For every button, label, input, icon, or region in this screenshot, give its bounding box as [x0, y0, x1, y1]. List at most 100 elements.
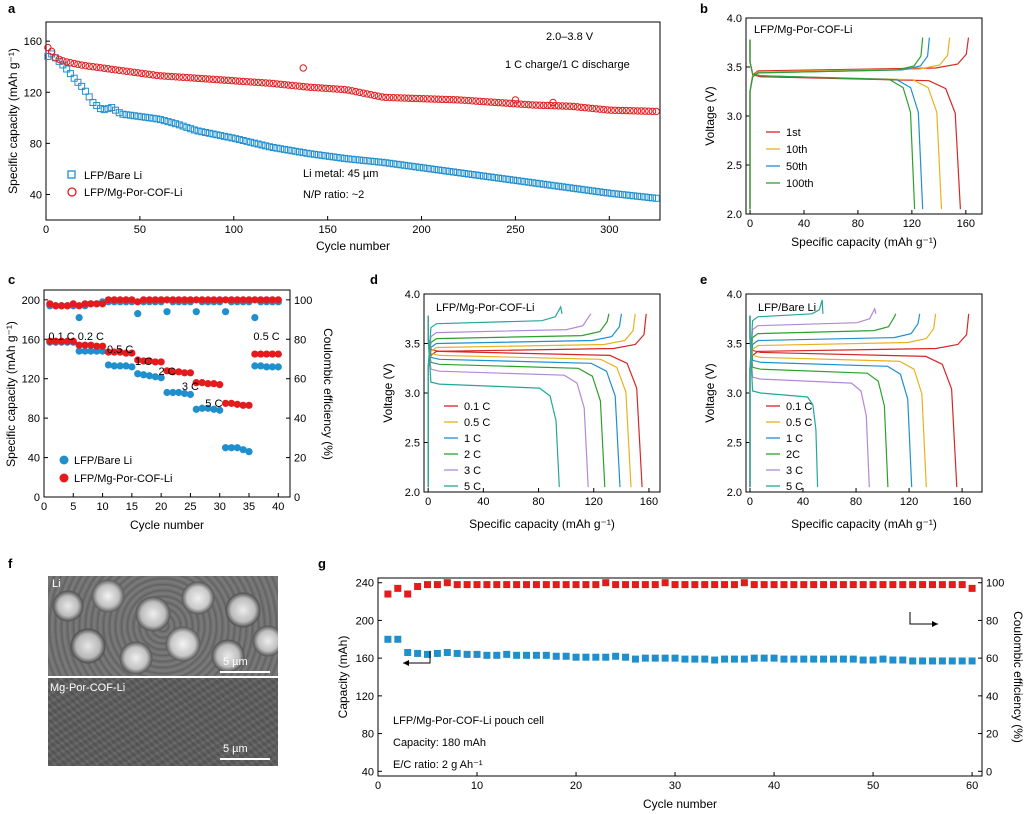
g-point-capacity: [503, 650, 511, 658]
panel-c-xlabel: Cycle number: [130, 518, 204, 532]
panel-c-legend-red: [59, 473, 69, 483]
panel-a-point-mg-por-cof-li: [464, 96, 473, 105]
panel-a-point-mg-por-cof-li: [596, 105, 604, 113]
panel-a-point-bare-li: [284, 146, 292, 154]
b-charge-curve: [749, 37, 924, 210]
c-point-bare-capacity: [186, 390, 195, 399]
panel-a-point-mg-por-cof-li: [562, 102, 570, 110]
panel-a-point-bare-li: [66, 70, 74, 78]
panel-a-point-bare-li: [404, 162, 412, 170]
panel-b-frame: [745, 17, 983, 215]
panel-a-point-mg-por-cof-li: [524, 100, 533, 109]
c-point-cof-capacity: [239, 401, 247, 409]
panel-a-point-bare-li: [314, 151, 322, 159]
panel-a-point-bare-li: [479, 172, 487, 180]
g-point-capacity: [513, 651, 521, 659]
c-rate-label: 1 C: [135, 356, 152, 368]
panel-a-point-mg-por-cof-li: [337, 85, 345, 94]
e-discharge-curve: [749, 315, 913, 488]
g-point-ce: [414, 582, 422, 590]
c-rate-label: 3 C: [182, 381, 199, 393]
panel-a-point-bare-li: [371, 158, 379, 166]
panel-a-point-mg-por-cof-li: [322, 84, 330, 92]
panel-a-point-mg-por-cof-li: [284, 81, 292, 89]
c-ytick-label: 200: [22, 295, 40, 307]
sem-divider: [48, 676, 278, 678]
a-xtick-label: 100: [225, 224, 243, 236]
e-ytick-label: 4.0: [727, 289, 742, 301]
g-point-capacity: [384, 635, 392, 643]
panel-a-point-mg-por-cof-li: [539, 101, 548, 110]
panel-a-point-mg-por-cof-li: [156, 72, 165, 80]
panel-a-point-bare-li: [157, 116, 165, 124]
panel-e-ylabel: Voltage (V): [703, 363, 717, 422]
c-point-bare-capacity: [163, 388, 171, 397]
g-xtick-label: 40: [768, 780, 780, 792]
g-point-capacity: [760, 654, 768, 662]
g-point-capacity: [582, 653, 590, 661]
panel-a-point-bare-li: [243, 137, 251, 145]
panel-a-point-bare-li: [299, 149, 307, 157]
panel-a-point-mg-por-cof-li: [641, 107, 649, 115]
panel-a-point-mg-por-cof-li: [134, 69, 142, 77]
panel-a-point-mg-por-cof-li: [573, 103, 582, 111]
panel-a-point-mg-por-cof-li: [476, 97, 484, 106]
panel-a-point-bare-li: [566, 184, 574, 192]
c-point-cof-capacity: [262, 350, 271, 358]
g-y2tick-label: 100: [986, 578, 1004, 590]
g-point-capacity: [523, 651, 531, 659]
panel-a-point-bare-li: [378, 158, 386, 166]
g-y2tick-label: 60: [986, 653, 998, 665]
e-discharge-curve: [749, 315, 819, 488]
panel-a-point-mg-por-cof-li: [149, 71, 157, 79]
c-point-cof-ce: [139, 296, 148, 304]
g-point-ce: [473, 581, 481, 589]
panel-a-point-bare-li: [476, 172, 484, 180]
panel-a-point-mg-por-cof-li: [115, 66, 123, 74]
panel-a-point-mg-por-cof-li: [543, 101, 552, 110]
panel-a-legend-square: [67, 170, 76, 179]
e-xtick-label: 120: [900, 496, 918, 508]
c-point-bare-capacity: [169, 388, 177, 397]
c-point-cof-ce: [169, 296, 177, 304]
g-y2tick-label: 40: [986, 691, 998, 703]
g-point-capacity: [859, 656, 867, 664]
panel-a-point-bare-li: [115, 109, 123, 117]
g-point-ce: [552, 581, 560, 589]
panel-a-point-outlier: [511, 96, 520, 104]
panel-a-point-bare-li: [543, 181, 551, 189]
panel-a-point-mg-por-cof-li: [599, 105, 608, 114]
panel-e-xlabel: Specific capacity (mAh g⁻¹): [791, 517, 937, 531]
c-point-bare-ce: [221, 308, 230, 316]
c-point-cof-capacity: [210, 380, 218, 388]
c-point-bare-capacity: [116, 362, 124, 370]
g-xtick-label: 60: [966, 780, 978, 792]
c-point-bare-capacity: [139, 371, 148, 379]
g-point-capacity: [899, 656, 907, 664]
panel-a-point-mg-por-cof-li: [494, 98, 503, 107]
panel-a-point-bare-li: [513, 177, 521, 185]
b-legend-label: 50th: [786, 161, 807, 173]
e-ytick-label: 2.5: [727, 438, 742, 450]
g-point-ce: [889, 581, 897, 589]
c-point-bare-capacity: [75, 347, 83, 355]
c-point-cof-ce: [75, 302, 83, 310]
panel-a-point-mg-por-cof-li: [92, 63, 101, 71]
panel-a-point-bare-li: [220, 132, 228, 140]
panel-a-point-bare-li: [573, 185, 581, 193]
g-point-ce: [810, 581, 818, 589]
c-y2tick-label: 0: [294, 492, 300, 504]
panel-a-point-mg-por-cof-li: [449, 96, 458, 104]
panel-letter-e: e: [700, 272, 707, 287]
panel-a-point-mg-por-cof-li: [89, 63, 97, 71]
c-rate-label: 0.5 C: [107, 344, 133, 356]
panel-a-point-mg-por-cof-li: [359, 89, 368, 97]
panel-a-legend-circle: [67, 187, 77, 197]
panel-c-ylabel: Specific capacity (mAh g⁻¹): [4, 321, 18, 467]
panel-a-point-bare-li: [449, 168, 457, 176]
g-point-capacity: [493, 651, 501, 659]
c-point-cof-capacity: [227, 399, 236, 407]
g-point-ce: [463, 581, 471, 589]
panel-a-point-mg-por-cof-li: [637, 107, 645, 115]
c-point-bare-ce: [134, 310, 142, 318]
